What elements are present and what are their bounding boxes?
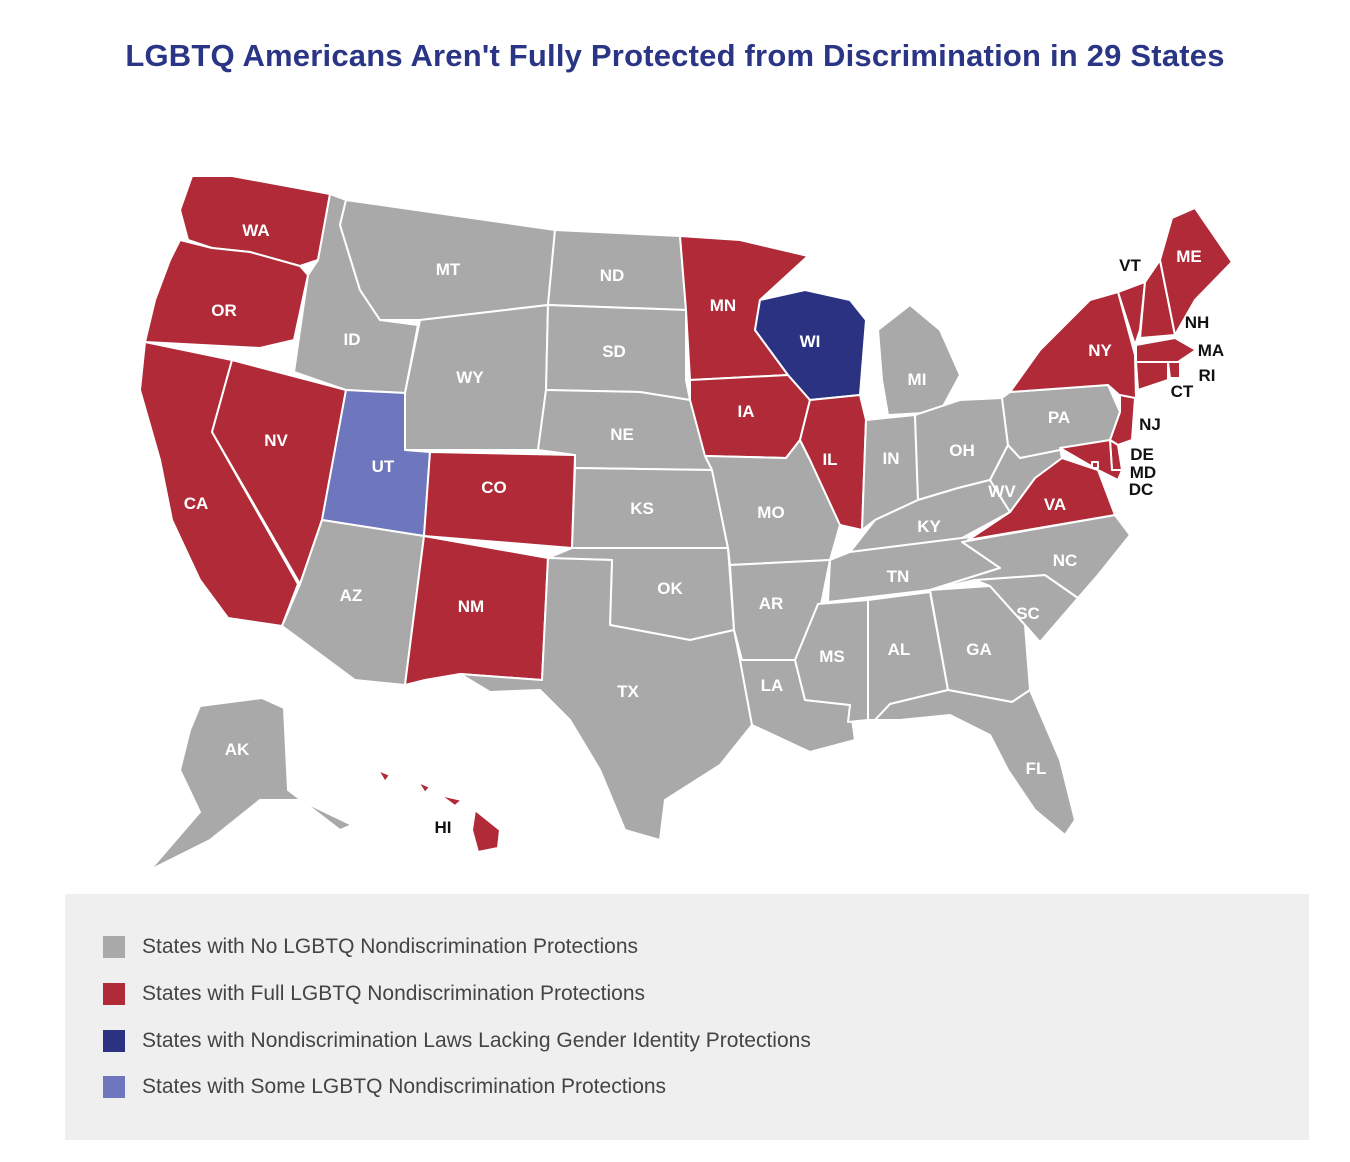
state-IL <box>799 394 867 531</box>
state-MD <box>1059 439 1123 481</box>
legend-label-full: States with Full LGBTQ Nondiscrimination… <box>142 982 646 1005</box>
legend-item-lacking-gender-identity: States with Nondiscrimination Laws Lacki… <box>103 1028 811 1054</box>
label-NC: NC <box>1053 551 1078 570</box>
legend-swatch-none <box>103 936 125 958</box>
label-IA: IA <box>738 402 755 421</box>
label-ND: ND <box>600 266 625 285</box>
label-VT: VT <box>1119 256 1141 275</box>
label-OH: OH <box>949 441 975 460</box>
state-DC <box>1091 461 1099 469</box>
us-map: WA OR CA NV ID MT WY UT CO AZ NM ND SD N… <box>139 175 1233 871</box>
state-TX <box>459 557 753 841</box>
label-MA: MA <box>1198 341 1224 360</box>
state-HI <box>377 769 501 853</box>
label-WY: WY <box>456 368 484 387</box>
label-DE: DE <box>1130 445 1154 464</box>
label-AR: AR <box>759 594 784 613</box>
label-UT: UT <box>372 457 395 476</box>
label-CA: CA <box>184 494 209 513</box>
label-OR: OR <box>211 301 237 320</box>
state-NY <box>1009 291 1137 401</box>
label-KY: KY <box>917 517 941 536</box>
label-GA: GA <box>966 640 992 659</box>
label-LA: LA <box>761 676 784 695</box>
state-RI <box>1167 361 1181 379</box>
state-MO <box>704 439 841 566</box>
state-CT <box>1135 361 1169 391</box>
label-FL: FL <box>1026 759 1047 778</box>
state-AK <box>149 697 353 871</box>
legend-item-some: States with Some LGBTQ Nondiscrimination… <box>103 1074 666 1100</box>
label-CO: CO <box>481 478 507 497</box>
label-AZ: AZ <box>340 586 363 605</box>
legend-panel: States with No LGBTQ Nondiscrimination P… <box>65 894 1309 1140</box>
legend-swatch-some <box>103 1076 125 1098</box>
label-PA: PA <box>1048 408 1070 427</box>
label-WA: WA <box>242 221 269 240</box>
label-TN: TN <box>887 567 910 586</box>
label-WI: WI <box>800 332 821 351</box>
label-HI: HI <box>435 818 452 837</box>
label-VA: VA <box>1044 495 1066 514</box>
label-OK: OK <box>657 579 683 598</box>
label-NM: NM <box>458 597 484 616</box>
state-FL <box>874 689 1076 836</box>
state-OR <box>144 239 309 349</box>
map-title: LGBTQ Americans Aren't Fully Protected f… <box>125 38 1225 73</box>
label-RI: RI <box>1199 366 1216 385</box>
label-NJ: NJ <box>1139 415 1161 434</box>
legend-label-lacking-gender-identity: States with Nondiscrimination Laws Lacki… <box>142 1029 811 1052</box>
label-WV: WV <box>988 482 1016 501</box>
legend-label-none: States with No LGBTQ Nondiscrimination P… <box>142 935 639 958</box>
legend-swatch-full <box>103 983 125 1005</box>
label-SC: SC <box>1016 604 1040 623</box>
label-KS: KS <box>630 499 654 518</box>
label-CT: CT <box>1171 382 1194 401</box>
state-ME <box>1159 207 1233 336</box>
legend-label-some: States with Some LGBTQ Nondiscrimination… <box>142 1075 667 1098</box>
label-DC: DC <box>1129 480 1154 499</box>
label-NE: NE <box>610 425 634 444</box>
label-MN: MN <box>710 296 736 315</box>
state-NC <box>929 514 1131 599</box>
label-NY: NY <box>1088 341 1112 360</box>
label-IL: IL <box>822 450 837 469</box>
label-SD: SD <box>602 342 626 361</box>
state-CO <box>423 451 576 549</box>
label-AL: AL <box>888 640 911 659</box>
state-MI <box>877 304 961 416</box>
legend-item-full: States with Full LGBTQ Nondiscrimination… <box>103 981 645 1007</box>
legend-swatch-lacking-gender-identity <box>103 1030 125 1052</box>
label-MO: MO <box>757 503 784 522</box>
label-IN: IN <box>883 449 900 468</box>
label-AK: AK <box>225 740 250 759</box>
label-MS: MS <box>819 647 845 666</box>
label-NH: NH <box>1185 313 1210 332</box>
label-MI: MI <box>908 370 927 389</box>
label-MT: MT <box>436 260 461 279</box>
label-MD: MD <box>1130 463 1156 482</box>
label-ME: ME <box>1176 247 1202 266</box>
label-ID: ID <box>344 330 361 349</box>
label-NV: NV <box>264 431 288 450</box>
legend-item-none: States with No LGBTQ Nondiscrimination P… <box>103 934 638 960</box>
state-MA <box>1135 337 1197 363</box>
label-TX: TX <box>617 682 639 701</box>
